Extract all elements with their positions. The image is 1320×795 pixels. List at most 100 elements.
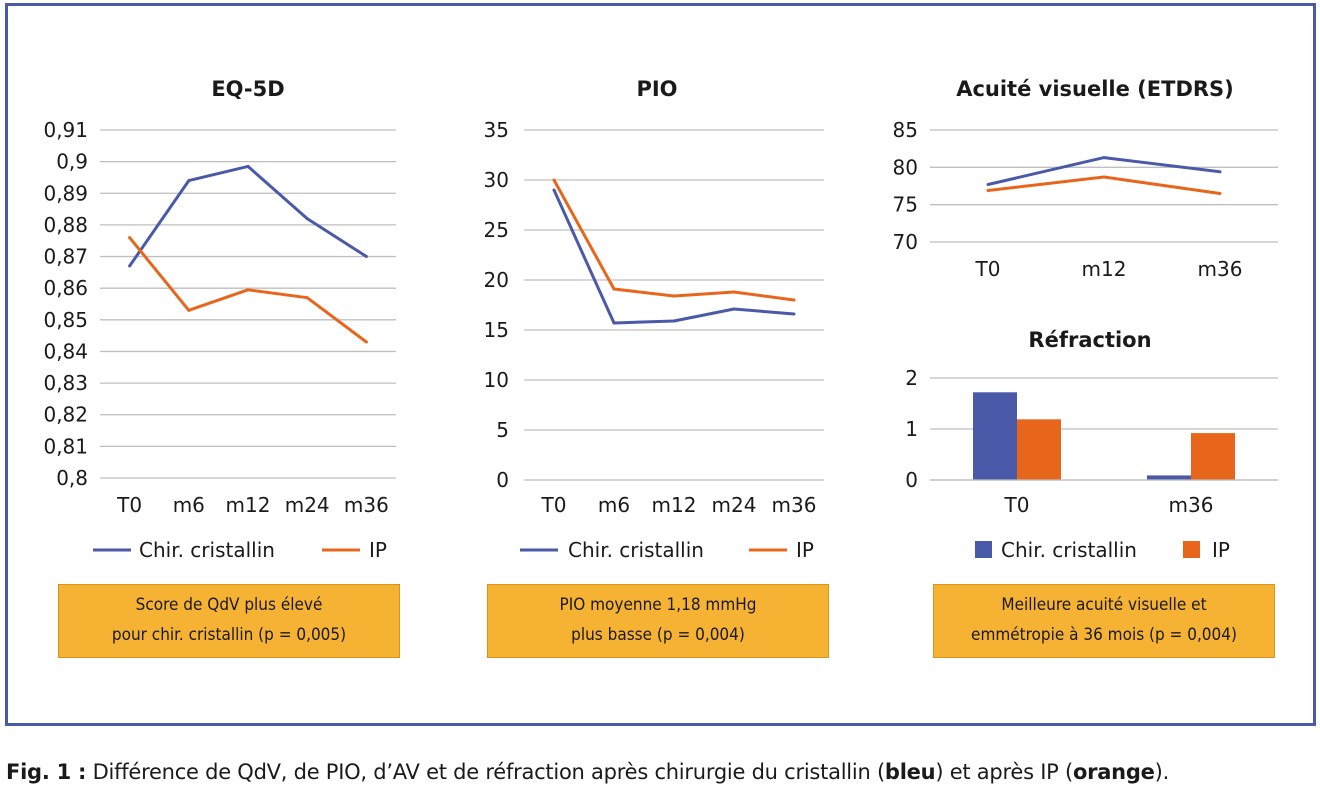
- note-eq5d: Score de QdV plus élevé pour chir. crist…: [58, 584, 400, 658]
- chart-acuite-series-ip-point: [986, 188, 990, 192]
- note-eq5d-line1: Score de QdV plus élevé: [135, 595, 323, 615]
- chart-eq5d-series-chir-cristallin-point: [305, 217, 309, 221]
- chart-refraction-ytick-label: 1: [905, 417, 918, 441]
- chart-pio-series-ip-point: [792, 298, 796, 302]
- chart-pio-ytick-label: 30: [484, 168, 509, 192]
- chart-refraction-ytick-label: 2: [905, 366, 918, 390]
- chart-eq5d-series-ip-point: [246, 288, 250, 292]
- caption-bold-orange: orange: [1072, 760, 1155, 784]
- chart-eq5d-title: EQ-5D: [211, 77, 284, 101]
- chart-acuite-series-ip-point: [1102, 175, 1106, 179]
- figure-frame: [5, 3, 1316, 726]
- chart-acuite-series-chir-cristallin-point: [1218, 170, 1222, 174]
- caption-text-2: ) et après IP (: [935, 760, 1073, 784]
- chart-pio-series-chir-cristallin-point: [552, 188, 556, 192]
- chart-pio-series-chir-cristallin-point: [672, 319, 676, 323]
- chart-acuite-ytick-label: 75: [893, 193, 918, 217]
- chart-pio-xtick-label: m12: [652, 493, 697, 517]
- chart-acuite-ytick-label: 70: [893, 230, 918, 254]
- chart-pio-ytick-label: 10: [484, 368, 509, 392]
- chart-refraction-title: Réfraction: [1028, 328, 1151, 352]
- chart-eq5d-ytick-label: 0,87: [43, 245, 88, 269]
- chart-pio-ytick-label: 35: [484, 118, 509, 142]
- note-acuite-line2: emmétropie à 36 mois (p = 0,004): [971, 625, 1237, 645]
- chart-acuite-xtick-label: T0: [975, 257, 1001, 281]
- chart-eq5d-xtick-label: m12: [226, 493, 271, 517]
- chart-eq5d-ytick-label: 0,84: [43, 339, 88, 363]
- chart-eq5d-series-chir-cristallin-point: [364, 255, 368, 259]
- chart-eq5d-series-ip-point: [187, 308, 191, 312]
- chart-refraction-legend-ip-swatch: [1183, 541, 1200, 558]
- note-eq5d-line2: pour chir. cristallin (p = 0,005): [111, 625, 347, 645]
- chart-refraction-bar-chir-cristallin: [1147, 475, 1191, 480]
- chart-eq5d-xtick-label: T0: [116, 493, 142, 517]
- chart-pio-series-ip-point: [552, 178, 556, 182]
- chart-eq5d-ytick-label: 0,9: [56, 150, 88, 174]
- chart-refraction-legend-chir-cristallin-label: Chir. cristallin: [1001, 538, 1137, 562]
- chart-refraction-legend-ip-label: IP: [1212, 538, 1230, 562]
- chart-eq5d-ytick-label: 0,8: [56, 466, 88, 490]
- chart-eq5d-xtick-label: m36: [344, 493, 389, 517]
- chart-refraction-xtick-label: m36: [1169, 493, 1214, 517]
- chart-pio-legend-ip-label: IP: [796, 538, 814, 562]
- chart-eq5d: EQ-5D 0,91 0,9 0,89 0,88 0,87 0,86 0,85 0,84 0,83…: [43, 77, 396, 562]
- chart-acuite-series-chir-cristallin-point: [986, 183, 990, 187]
- chart-refraction: Réfraction 2 1 0 T0 m36 Chir. cristallin IP: [905, 328, 1278, 562]
- chart-eq5d-series-ip-point: [305, 296, 309, 300]
- chart-eq5d-ytick-label: 0,89: [43, 181, 88, 205]
- chart-pio-series-ip-point: [612, 287, 616, 291]
- chart-acuite-xtick-label: m12: [1082, 257, 1127, 281]
- chart-eq5d-ytick-label: 0,85: [43, 308, 88, 332]
- chart-eq5d-ytick-label: 0,81: [43, 434, 88, 458]
- chart-pio-xtick-label: T0: [541, 493, 567, 517]
- note-pio: PIO moyenne 1,18 mmHg plus basse (p = 0,…: [487, 584, 829, 658]
- chart-acuite-title: Acuité visuelle (ETDRS): [956, 77, 1234, 101]
- chart-pio-series-ip-point: [732, 290, 736, 294]
- chart-eq5d-xtick-label: m24: [285, 493, 330, 517]
- chart-acuite-series-ip-point: [1218, 191, 1222, 195]
- chart-pio-ytick-label: 20: [484, 268, 509, 292]
- chart-refraction-xtick-label: T0: [1004, 493, 1030, 517]
- caption-bold-blue: bleu: [884, 760, 936, 784]
- chart-pio-xtick-label: m6: [598, 493, 630, 517]
- chart-eq5d-ytick-label: 0,91: [43, 118, 88, 142]
- note-pio-line1: PIO moyenne 1,18 mmHg: [559, 595, 757, 615]
- chart-eq5d-series-ip-point: [128, 236, 132, 240]
- chart-refraction-bar-chir-cristallin: [973, 392, 1017, 480]
- chart-eq5d-ytick-label: 0,83: [43, 371, 88, 395]
- chart-eq5d-legend-ip-label: IP: [369, 538, 387, 562]
- chart-pio: PIO 35 30 25 20 15 10 5 0 T0 m6 m12 m24 m36 Chir. cris…: [484, 77, 824, 562]
- chart-pio-series-chir-cristallin-point: [612, 321, 616, 325]
- chart-eq5d-xtick-label: m6: [173, 493, 205, 517]
- chart-eq5d-ytick-label: 0,88: [43, 213, 88, 237]
- chart-refraction-ytick-label: 0: [905, 468, 918, 492]
- chart-acuite-series-chir-cristallin-point: [1102, 156, 1106, 160]
- chart-pio-legend-chir-cristallin-label: Chir. cristallin: [568, 538, 704, 562]
- chart-acuite-xtick-label: m36: [1198, 257, 1243, 281]
- chart-pio-series-chir-cristallin-point: [732, 307, 736, 311]
- chart-acuite-ytick-label: 85: [893, 118, 918, 142]
- chart-eq5d-legend-chir-cristallin-label: Chir. cristallin: [139, 538, 275, 562]
- chart-eq5d-ytick-label: 0,86: [43, 276, 88, 300]
- chart-pio-ytick-label: 25: [484, 218, 509, 242]
- chart-pio-xtick-label: m36: [772, 493, 817, 517]
- note-acuite-refraction: Meilleure acuité visuelle et emmétropie …: [933, 584, 1275, 658]
- chart-pio-ytick-label: 15: [484, 318, 509, 342]
- note-acuite-line1: Meilleure acuité visuelle et: [1001, 595, 1207, 615]
- chart-eq5d-series-ip-point: [364, 340, 368, 344]
- chart-eq5d-series-chir-cristallin-point: [187, 179, 191, 183]
- chart-refraction-bar-ip: [1017, 419, 1061, 480]
- chart-acuite-visuelle: Acuité visuelle (ETDRS) 85 80 75 70 T0 m12 m36: [893, 77, 1278, 281]
- chart-pio-ytick-label: 0: [496, 468, 509, 492]
- chart-pio-title: PIO: [636, 77, 677, 101]
- chart-pio-xtick-label: m24: [712, 493, 757, 517]
- chart-eq5d-series-chir-cristallin-point: [128, 264, 132, 268]
- chart-refraction-legend-chir-cristallin-swatch: [975, 541, 992, 558]
- figure-caption: Fig. 1 : Différence de QdV, de PIO, d’AV…: [6, 760, 1316, 784]
- chart-pio-ytick-label: 5: [496, 418, 509, 442]
- chart-pio-series-chir-cristallin-point: [792, 312, 796, 316]
- chart-eq5d-series-chir-cristallin-point: [246, 164, 250, 168]
- caption-text-3: ).: [1154, 760, 1170, 784]
- caption-text-1: Différence de QdV, de PIO, d’AV et de ré…: [86, 760, 886, 784]
- chart-eq5d-ytick-label: 0,82: [43, 403, 88, 427]
